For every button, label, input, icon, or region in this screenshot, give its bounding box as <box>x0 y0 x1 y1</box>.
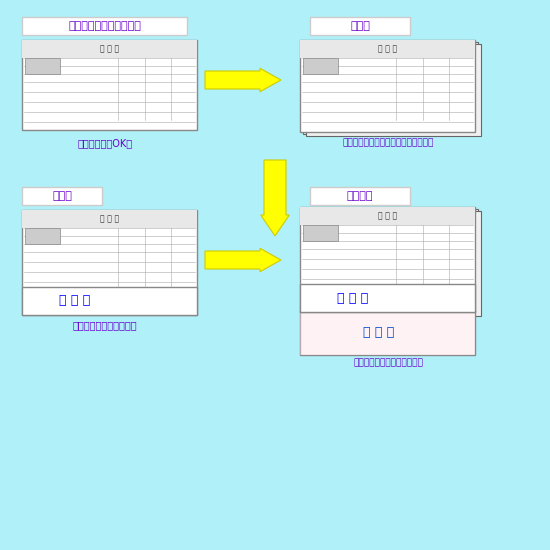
Text: 一枚ずつ書式をプリント: 一枚ずつ書式をプリント <box>68 21 141 31</box>
Bar <box>22 40 197 130</box>
Bar <box>22 40 197 58</box>
Bar <box>22 187 102 205</box>
Bar <box>300 40 475 132</box>
Bar <box>303 58 338 74</box>
Text: 申 込 書: 申 込 書 <box>100 214 119 223</box>
Bar <box>310 187 410 205</box>
Bar <box>300 284 475 312</box>
Bar <box>300 284 475 312</box>
Text: 申 込 書: 申 込 書 <box>378 45 397 53</box>
Text: 申 込 書: 申 込 書 <box>100 45 119 53</box>
Text: コピー機でもOK！: コピー機でもOK！ <box>78 138 133 148</box>
FancyArrow shape <box>205 68 281 92</box>
Bar <box>300 207 475 225</box>
Bar <box>300 207 475 312</box>
Text: 下に複写: 下に複写 <box>346 191 373 201</box>
Text: 手書き: 手書き <box>52 191 72 201</box>
Bar <box>22 210 197 228</box>
Bar <box>25 228 60 244</box>
Bar <box>306 211 481 316</box>
Text: 重ねる: 重ねる <box>350 21 370 31</box>
Bar <box>300 310 475 355</box>
Bar <box>22 210 197 315</box>
Text: な ま え: な ま え <box>363 327 394 339</box>
Bar <box>300 40 475 58</box>
Text: 必要に応じてホッチキス等で止める。: 必要に応じてホッチキス等で止める。 <box>342 138 434 147</box>
FancyArrow shape <box>205 248 281 272</box>
Bar <box>303 42 478 134</box>
Bar <box>303 209 478 314</box>
Text: ボールペンで書きます。: ボールペンで書きます。 <box>73 320 138 330</box>
Text: 申 込 書: 申 込 書 <box>378 212 397 221</box>
Bar <box>22 287 197 315</box>
Bar <box>22 17 187 35</box>
FancyArrow shape <box>261 160 289 236</box>
Bar <box>303 225 338 241</box>
Bar <box>25 58 60 74</box>
Bar <box>306 44 481 136</box>
Bar <box>300 310 475 355</box>
Bar <box>310 17 410 35</box>
Text: 書いた文字が下に写ります。: 書いた文字が下に写ります。 <box>353 358 423 367</box>
Text: な ま え: な ま え <box>337 292 368 305</box>
Text: な ま え: な ま え <box>59 294 90 307</box>
Bar <box>22 287 197 315</box>
